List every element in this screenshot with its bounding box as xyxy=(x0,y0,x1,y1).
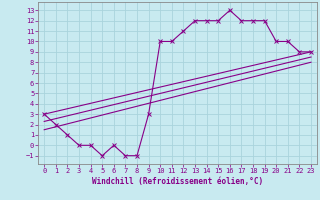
X-axis label: Windchill (Refroidissement éolien,°C): Windchill (Refroidissement éolien,°C) xyxy=(92,177,263,186)
